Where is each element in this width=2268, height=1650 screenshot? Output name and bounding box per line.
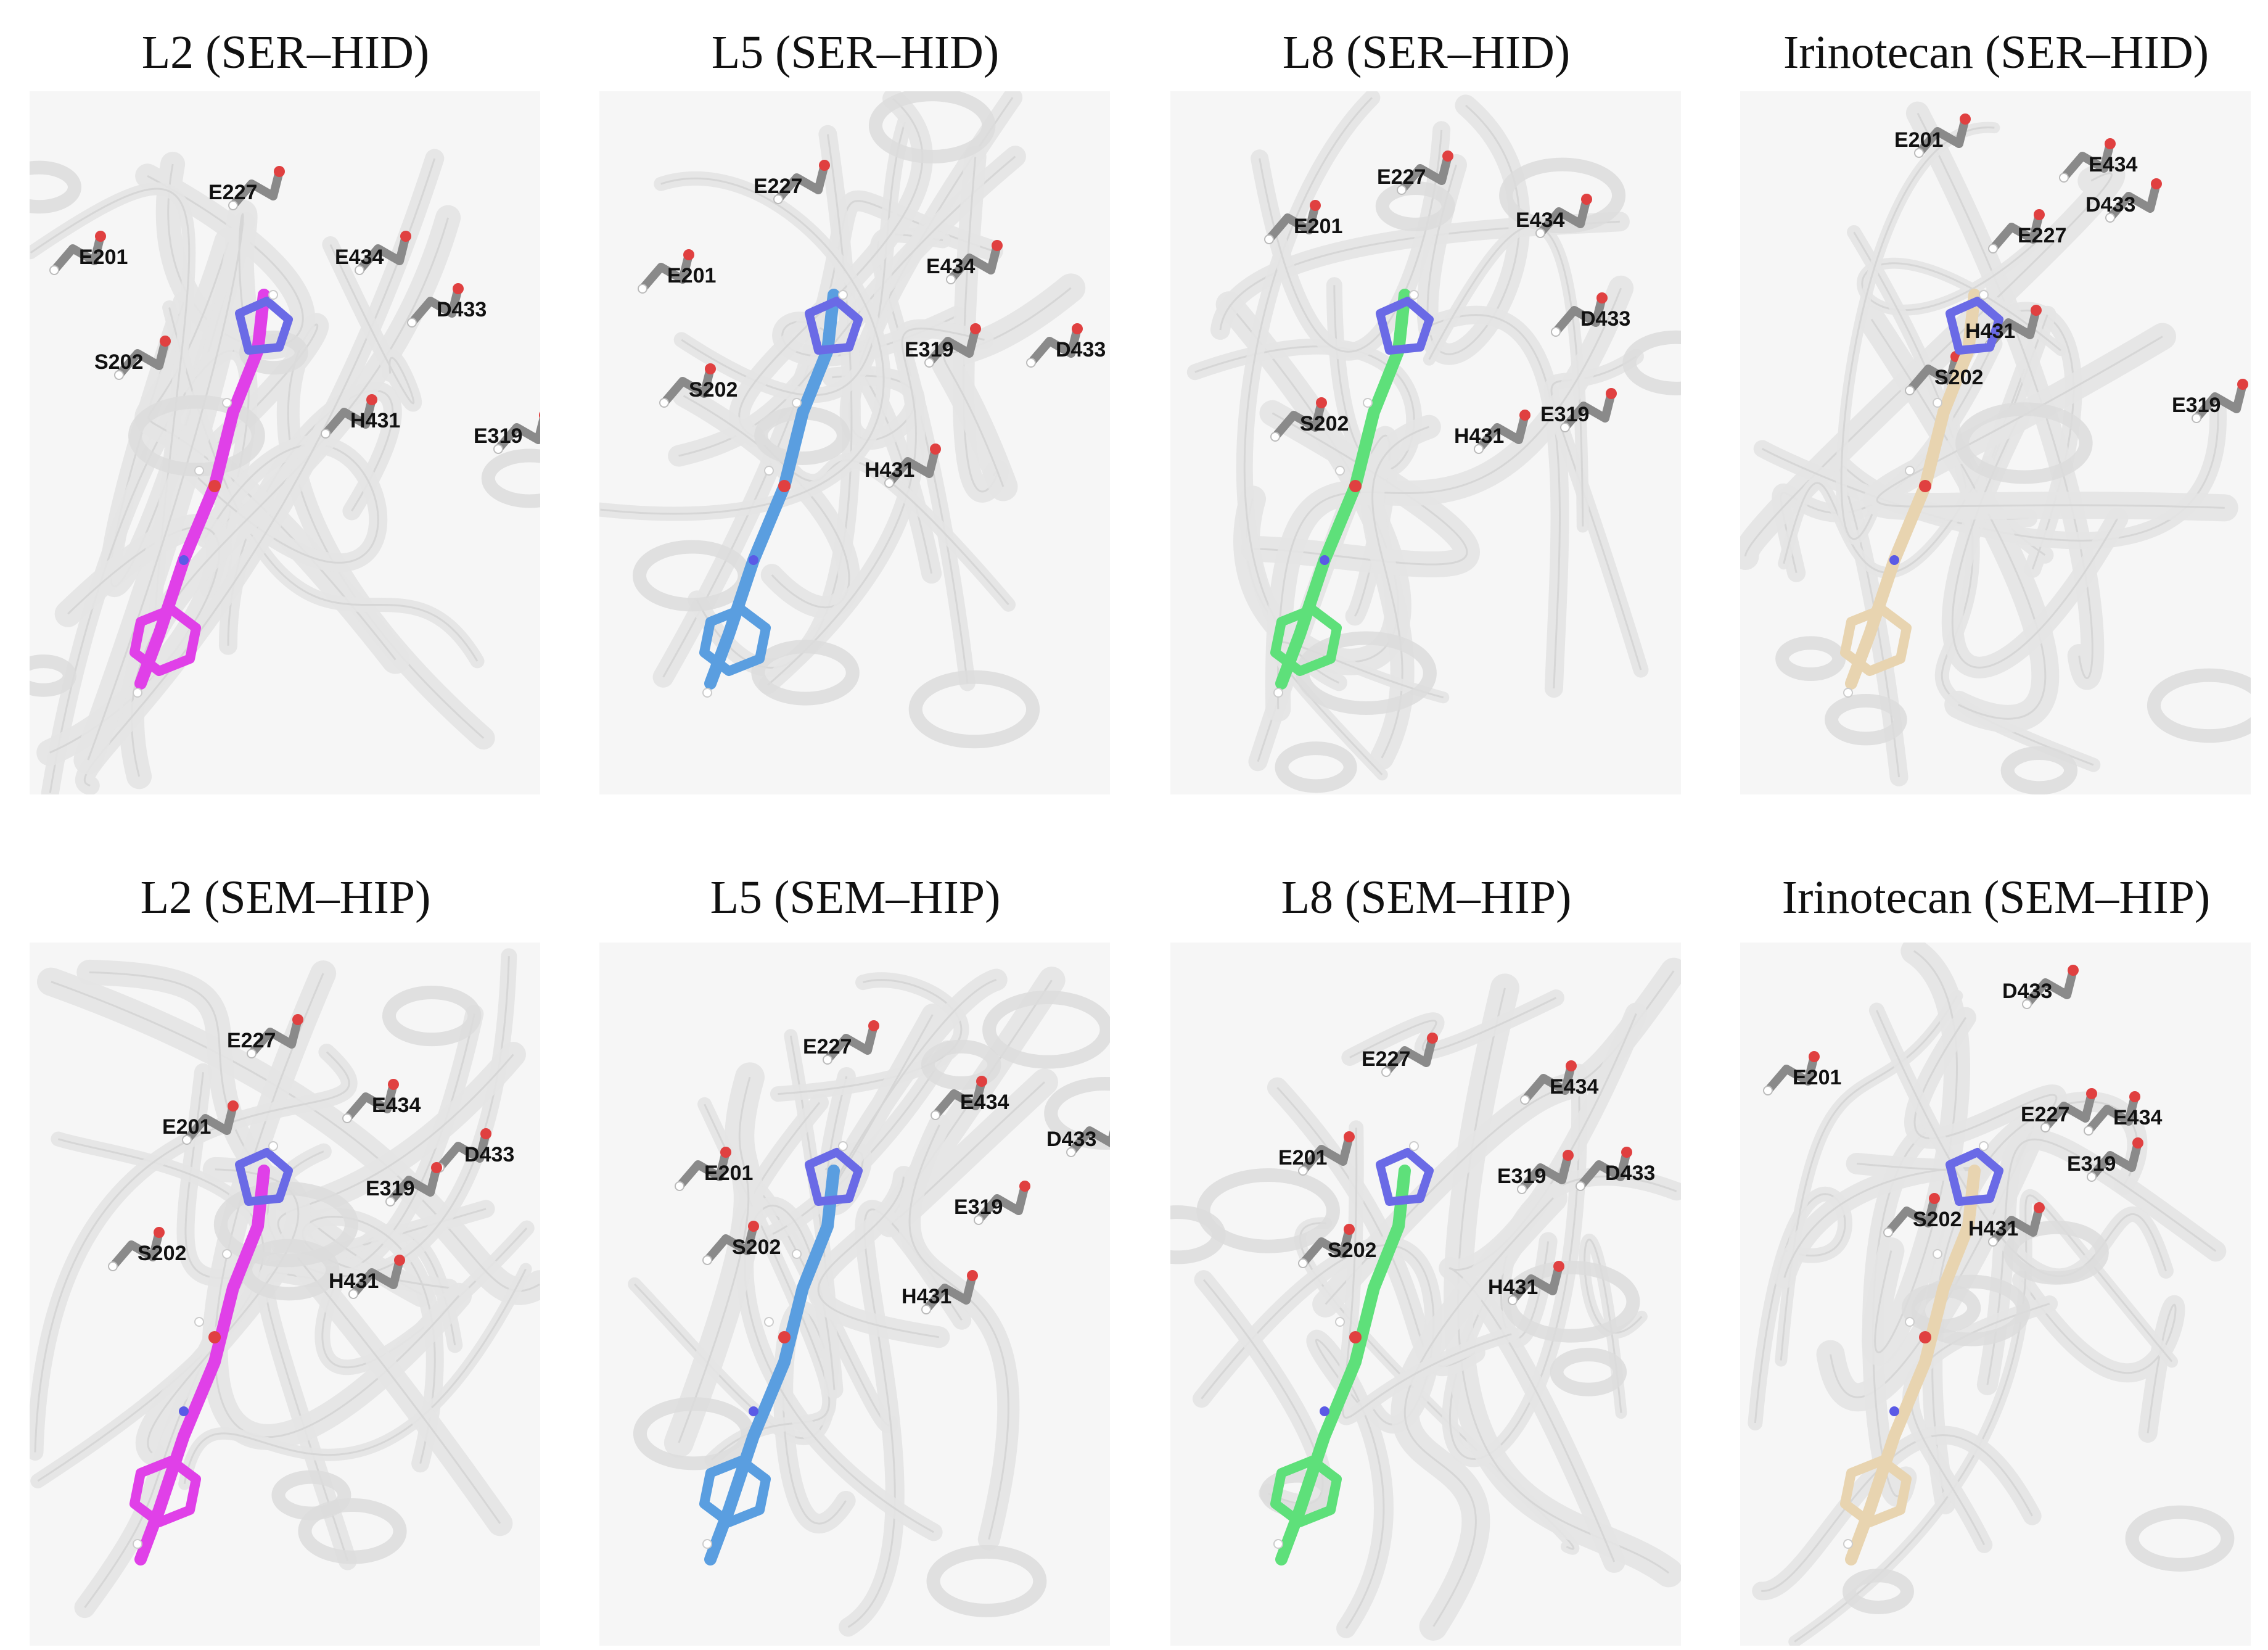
residue-label: H431 [1968, 1217, 2019, 1240]
residue-label: E434 [2113, 1106, 2163, 1129]
residue-label: S202 [689, 378, 738, 402]
residue-label: E201 [1894, 128, 1944, 152]
protein-structure-render [30, 149, 540, 794]
molecular-view-panel: E227 E201 E434 D433 E319 S202 H431 [1170, 91, 1681, 794]
residue-label: E227 [754, 175, 803, 198]
panel-title: Irinotecan (SER–HID) [1783, 27, 2209, 78]
residue-label: D433 [1056, 338, 1106, 361]
molecular-view-panel: E227 E434 D433 E201 E319 S202 H431 [599, 943, 1110, 1646]
residue-label: E201 [1294, 215, 1343, 238]
residue-label: S202 [1913, 1208, 1962, 1231]
panel-title: L8 (SER–HID) [1282, 27, 1571, 78]
residue-label: E319 [2067, 1152, 2116, 1176]
residue-label: H431 [329, 1269, 379, 1293]
residue-label: E434 [1550, 1075, 1599, 1099]
residue-label: E201 [79, 245, 128, 269]
residue-label: S202 [1328, 1239, 1377, 1262]
panel-title: L5 (SER–HID) [711, 27, 1000, 78]
panel-title: Irinotecan (SEM–HIP) [1781, 872, 2211, 923]
residue-label: E319 [474, 424, 523, 448]
residue-label: E319 [2172, 394, 2221, 417]
panel-title: L2 (SEM–HIP) [140, 872, 431, 923]
protein-structure-render [30, 948, 540, 1619]
residue-label: D433 [2085, 193, 2136, 217]
residue-label: S202 [1300, 412, 1349, 435]
residue-label: D433 [1580, 307, 1631, 331]
residue-label: E434 [2089, 153, 2138, 176]
molecular-view-panel: E227 E434 E201 D433 E319 S202 H431 [30, 943, 540, 1646]
residue-label: E201 [1793, 1066, 1842, 1089]
residue-label: E434 [926, 255, 976, 278]
molecular-view-panel: D433 E201 E227 E434 E319 S202 H431 [1740, 943, 2251, 1646]
residue-label: E434 [372, 1094, 421, 1117]
residue-label: D433 [1605, 1161, 1656, 1185]
residue-label: H431 [1454, 424, 1505, 448]
residue-label: E227 [208, 181, 258, 204]
protein-structure-render [1740, 101, 2251, 794]
residue-label: E227 [1377, 165, 1426, 189]
panel-title: L8 (SEM–HIP) [1281, 872, 1572, 923]
panel-title: L5 (SEM–HIP) [710, 872, 1001, 923]
residue-label: E434 [1516, 208, 1565, 232]
protein-structure-render [1748, 943, 2235, 1646]
protein-structure-render [1186, 91, 1681, 793]
residue-label: E319 [366, 1177, 415, 1200]
residue-label: D433 [464, 1143, 515, 1166]
protein-structure-render [1170, 957, 1681, 1641]
residue-label: H431 [902, 1285, 952, 1308]
residue-label: E319 [1540, 403, 1590, 426]
residue-label: S202 [94, 350, 144, 374]
residue-label: E319 [954, 1195, 1003, 1219]
residue-label: E227 [227, 1029, 276, 1052]
residue-label: H431 [350, 409, 401, 432]
residue-label: H431 [865, 458, 915, 482]
residue-label: E201 [162, 1115, 212, 1139]
residue-label: S202 [1934, 366, 1984, 389]
residue-label: S202 [732, 1235, 781, 1259]
residue-label: E227 [803, 1035, 852, 1058]
protein-structure-render [599, 91, 1086, 749]
residue-label: D433 [1046, 1128, 1097, 1151]
residue-label: S202 [138, 1242, 187, 1265]
molecular-view-panel: E227 E434 E201 D433 E319 S202 H431 [1170, 943, 1681, 1646]
panel-title: L2 (SER–HID) [141, 27, 430, 78]
molecular-view-panel: E201 E434 D433 E227 H431 S202 E319 [1740, 91, 2251, 794]
residue-label: E201 [704, 1161, 754, 1185]
residue-label: H431 [1488, 1276, 1539, 1299]
residue-label: E201 [1278, 1146, 1328, 1169]
residue-label: E227 [1362, 1047, 1411, 1071]
residue-label: H431 [1965, 320, 2016, 343]
residue-label: E227 [2018, 224, 2067, 247]
residue-label: E227 [2021, 1103, 2070, 1126]
residue-label: D433 [2002, 980, 2053, 1003]
residue-label: E434 [960, 1091, 1009, 1114]
residue-label: E201 [667, 264, 717, 287]
residue-label: D433 [437, 298, 487, 321]
protein-structure-render [628, 967, 1110, 1637]
molecular-view-panel: E227 E201 E434 D433 S202 H431 E319 [30, 91, 540, 794]
molecular-view-panel: E227 E201 E434 D433 E319 S202 H431 [599, 91, 1110, 794]
residue-label: E319 [905, 338, 954, 361]
residue-label: E434 [335, 245, 384, 269]
residue-label: E319 [1497, 1165, 1547, 1188]
